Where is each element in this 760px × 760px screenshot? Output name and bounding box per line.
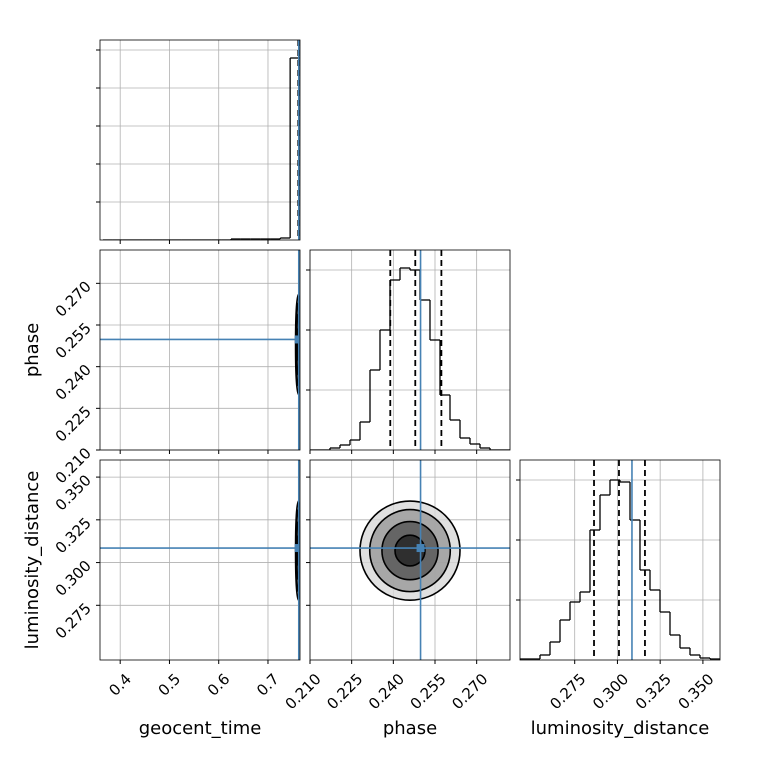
y-axis-label: phase xyxy=(22,323,43,377)
x-tick-label: 0.275 xyxy=(546,670,589,713)
y-tick-label: 0.255 xyxy=(52,319,95,362)
x-tick-label: 0.4 xyxy=(105,670,135,700)
x-tick-label: 0.240 xyxy=(365,670,408,713)
x-tick-label: 0.325 xyxy=(632,670,675,713)
truth-marker xyxy=(416,544,425,553)
y-tick-label: 0.325 xyxy=(52,514,95,557)
frame xyxy=(99,39,301,241)
frame xyxy=(519,459,721,661)
contour xyxy=(394,534,426,567)
frame xyxy=(309,249,511,451)
frame xyxy=(99,459,301,661)
truth-marker xyxy=(294,544,300,553)
x-tick-label: 0.270 xyxy=(448,670,491,713)
panel xyxy=(310,460,510,660)
x-tick-label: 0.300 xyxy=(589,670,632,713)
x-axis-label: luminosity_distance xyxy=(531,718,710,739)
x-tick-label: 0.255 xyxy=(407,670,450,713)
x-axis-label: geocent_time xyxy=(139,718,262,739)
y-axis-label: luminosity_distance xyxy=(22,471,43,650)
panel xyxy=(310,250,510,450)
x-tick-label: 0.350 xyxy=(675,670,718,713)
x-tick-label: 0.210 xyxy=(282,670,325,713)
y-tick-label: 0.225 xyxy=(52,402,95,445)
panel xyxy=(102,40,300,240)
x-tick-label: 0.6 xyxy=(204,670,234,700)
panel xyxy=(100,460,300,660)
panel xyxy=(100,250,300,450)
x-axis-label: phase xyxy=(383,718,437,739)
x-tick-label: 0.5 xyxy=(155,670,185,700)
frame xyxy=(99,249,301,451)
truth-marker xyxy=(294,335,300,344)
x-tick-label: 0.225 xyxy=(323,670,366,713)
panel xyxy=(520,460,720,660)
y-tick-label: 0.240 xyxy=(52,361,95,404)
frame xyxy=(309,459,511,661)
y-tick-label: 0.275 xyxy=(52,599,95,642)
x-tick-label: 0.7 xyxy=(253,670,283,700)
y-tick-label: 0.270 xyxy=(52,277,95,320)
y-tick-label: 0.300 xyxy=(52,557,95,600)
